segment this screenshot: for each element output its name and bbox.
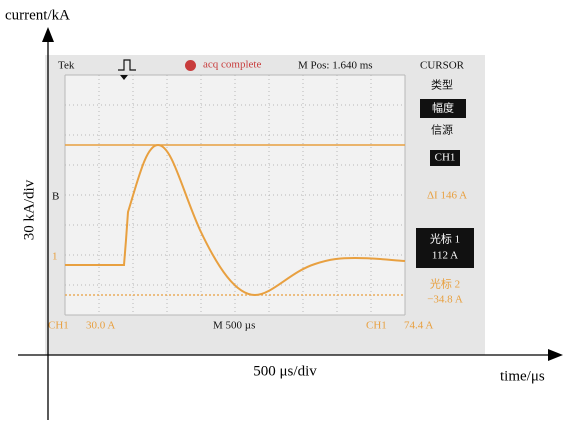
trigger-level: 74.4 A	[404, 320, 433, 332]
menu-value: CH1	[435, 152, 456, 164]
ref-marker: B	[52, 191, 59, 203]
x-arrow	[548, 349, 563, 361]
menu-label: 信源	[431, 123, 453, 137]
delta: ΔI 146 A	[427, 190, 467, 202]
menu-title: CURSOR	[420, 60, 465, 72]
brand: Tek	[58, 60, 75, 72]
y-scale: 30 kA/div	[21, 179, 37, 240]
x-axis-label: time/μs	[500, 368, 545, 384]
cursor1-label: 光标 1	[430, 232, 460, 246]
position: M Pos: 1.640 ms	[298, 60, 373, 72]
menu-label: 类型	[431, 78, 453, 92]
figure: Tek acq complete M Pos: 1.640 ms B 1 CH1…	[0, 0, 582, 423]
timebase: M 500 µs	[213, 320, 255, 332]
ch1-label: CH1	[48, 320, 69, 332]
x-scale: 500 μs/div	[253, 363, 317, 379]
status-dot	[185, 60, 196, 71]
y-arrow	[42, 27, 54, 42]
cursor2-value: −34.8 A	[427, 294, 463, 306]
y-axis-label: current/kA	[5, 7, 70, 23]
status: acq complete	[203, 59, 261, 71]
menu-value: 幅度	[432, 101, 454, 115]
cursor2-label: 光标 2	[430, 277, 460, 291]
ch1-marker: 1	[52, 251, 58, 263]
cursor1-value: 112 A	[432, 250, 458, 262]
trigger-label: CH1	[366, 320, 387, 332]
ch1-scale: 30.0 A	[86, 320, 115, 332]
